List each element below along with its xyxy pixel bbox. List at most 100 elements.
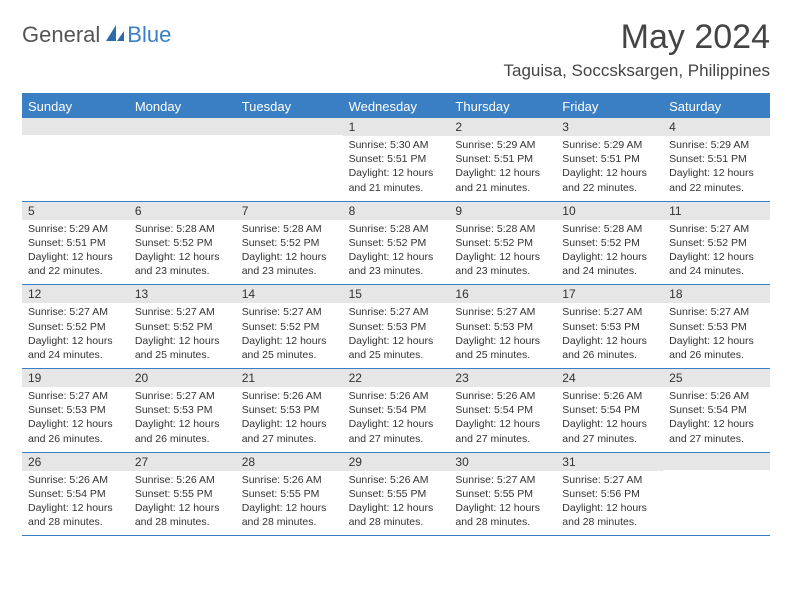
cell-line: Sunset: 5:52 PM [669, 236, 764, 250]
cell-line: and 22 minutes. [562, 181, 657, 195]
cell-line: Sunrise: 5:29 AM [669, 138, 764, 152]
date-number: 24 [556, 369, 663, 387]
date-number: 15 [343, 285, 450, 303]
date-number: 13 [129, 285, 236, 303]
cell-line: Sunset: 5:54 PM [562, 403, 657, 417]
cell-line: Daylight: 12 hours [562, 250, 657, 264]
cell-line: and 28 minutes. [455, 515, 550, 529]
cell-body [663, 470, 770, 528]
day-header-row: Sunday Monday Tuesday Wednesday Thursday… [22, 95, 770, 118]
cell-body: Sunrise: 5:26 AMSunset: 5:54 PMDaylight:… [22, 471, 129, 536]
logo: General Blue [22, 22, 171, 48]
calendar-cell: 17Sunrise: 5:27 AMSunset: 5:53 PMDayligh… [556, 285, 663, 368]
cell-line: Sunset: 5:55 PM [455, 487, 550, 501]
cell-body: Sunrise: 5:27 AMSunset: 5:52 PMDaylight:… [663, 220, 770, 285]
cell-line: Sunrise: 5:29 AM [562, 138, 657, 152]
cell-line: Daylight: 12 hours [242, 334, 337, 348]
cell-body: Sunrise: 5:27 AMSunset: 5:53 PMDaylight:… [449, 303, 556, 368]
calendar-cell: 16Sunrise: 5:27 AMSunset: 5:53 PMDayligh… [449, 285, 556, 368]
cell-line: and 25 minutes. [135, 348, 230, 362]
cell-line: Sunset: 5:52 PM [28, 320, 123, 334]
calendar-week: 26Sunrise: 5:26 AMSunset: 5:54 PMDayligh… [22, 453, 770, 537]
cell-line: Daylight: 12 hours [669, 334, 764, 348]
cell-line: Sunrise: 5:29 AM [455, 138, 550, 152]
cell-line: Sunset: 5:54 PM [28, 487, 123, 501]
calendar-cell: 29Sunrise: 5:26 AMSunset: 5:55 PMDayligh… [343, 453, 450, 536]
cell-line: Daylight: 12 hours [28, 501, 123, 515]
cell-line: Daylight: 12 hours [242, 250, 337, 264]
cell-line: Sunset: 5:52 PM [242, 236, 337, 250]
cell-line: Daylight: 12 hours [669, 166, 764, 180]
cell-line: Daylight: 12 hours [562, 166, 657, 180]
cell-line: and 28 minutes. [562, 515, 657, 529]
date-number: 26 [22, 453, 129, 471]
calendar-cell: 6Sunrise: 5:28 AMSunset: 5:52 PMDaylight… [129, 202, 236, 285]
date-number: 30 [449, 453, 556, 471]
cell-line: and 28 minutes. [135, 515, 230, 529]
calendar-cell [236, 118, 343, 201]
calendar-week: 19Sunrise: 5:27 AMSunset: 5:53 PMDayligh… [22, 369, 770, 453]
cell-line: Daylight: 12 hours [28, 250, 123, 264]
cell-line: and 22 minutes. [28, 264, 123, 278]
cell-line: Sunset: 5:51 PM [349, 152, 444, 166]
location-text: Taguisa, Soccsksargen, Philippines [504, 61, 770, 81]
calendar-cell: 8Sunrise: 5:28 AMSunset: 5:52 PMDaylight… [343, 202, 450, 285]
calendar-cell: 30Sunrise: 5:27 AMSunset: 5:55 PMDayligh… [449, 453, 556, 536]
cell-line: Sunrise: 5:27 AM [669, 222, 764, 236]
cell-body [236, 135, 343, 193]
cell-line: Sunset: 5:54 PM [455, 403, 550, 417]
cell-body: Sunrise: 5:26 AMSunset: 5:53 PMDaylight:… [236, 387, 343, 452]
cell-body: Sunrise: 5:26 AMSunset: 5:54 PMDaylight:… [343, 387, 450, 452]
calendar-cell: 10Sunrise: 5:28 AMSunset: 5:52 PMDayligh… [556, 202, 663, 285]
calendar-week: 12Sunrise: 5:27 AMSunset: 5:52 PMDayligh… [22, 285, 770, 369]
cell-line: Daylight: 12 hours [562, 417, 657, 431]
cell-body: Sunrise: 5:27 AMSunset: 5:52 PMDaylight:… [236, 303, 343, 368]
calendar-cell: 21Sunrise: 5:26 AMSunset: 5:53 PMDayligh… [236, 369, 343, 452]
cell-body: Sunrise: 5:27 AMSunset: 5:53 PMDaylight:… [22, 387, 129, 452]
cell-line: Sunset: 5:55 PM [242, 487, 337, 501]
cell-line: Daylight: 12 hours [669, 417, 764, 431]
cell-body: Sunrise: 5:30 AMSunset: 5:51 PMDaylight:… [343, 136, 450, 201]
day-header-friday: Friday [556, 95, 663, 118]
day-header-sunday: Sunday [22, 95, 129, 118]
cell-body: Sunrise: 5:28 AMSunset: 5:52 PMDaylight:… [236, 220, 343, 285]
cell-body: Sunrise: 5:28 AMSunset: 5:52 PMDaylight:… [556, 220, 663, 285]
calendar-cell: 26Sunrise: 5:26 AMSunset: 5:54 PMDayligh… [22, 453, 129, 536]
cell-line: Sunset: 5:51 PM [455, 152, 550, 166]
cell-body: Sunrise: 5:26 AMSunset: 5:54 PMDaylight:… [556, 387, 663, 452]
month-title: May 2024 [504, 18, 770, 57]
cell-line: and 28 minutes. [28, 515, 123, 529]
cell-line: Sunrise: 5:30 AM [349, 138, 444, 152]
cell-body: Sunrise: 5:28 AMSunset: 5:52 PMDaylight:… [343, 220, 450, 285]
calendar-cell: 22Sunrise: 5:26 AMSunset: 5:54 PMDayligh… [343, 369, 450, 452]
cell-line: and 25 minutes. [242, 348, 337, 362]
header-row: General Blue May 2024 Taguisa, Soccsksar… [22, 18, 770, 81]
date-number: 9 [449, 202, 556, 220]
cell-line: and 23 minutes. [349, 264, 444, 278]
date-number: 7 [236, 202, 343, 220]
cell-line: Sunrise: 5:27 AM [455, 305, 550, 319]
cell-line: Sunset: 5:55 PM [135, 487, 230, 501]
cell-line: Sunset: 5:52 PM [135, 236, 230, 250]
cell-line: Sunrise: 5:26 AM [455, 389, 550, 403]
cell-body: Sunrise: 5:27 AMSunset: 5:52 PMDaylight:… [22, 303, 129, 368]
calendar-cell: 2Sunrise: 5:29 AMSunset: 5:51 PMDaylight… [449, 118, 556, 201]
cell-line: Sunrise: 5:26 AM [135, 473, 230, 487]
cell-body: Sunrise: 5:27 AMSunset: 5:56 PMDaylight:… [556, 471, 663, 536]
cell-line: Daylight: 12 hours [455, 417, 550, 431]
cell-body: Sunrise: 5:29 AMSunset: 5:51 PMDaylight:… [449, 136, 556, 201]
date-number: 14 [236, 285, 343, 303]
cell-line: and 26 minutes. [562, 348, 657, 362]
cell-line: and 27 minutes. [242, 432, 337, 446]
cell-body: Sunrise: 5:29 AMSunset: 5:51 PMDaylight:… [22, 220, 129, 285]
cell-line: and 25 minutes. [349, 348, 444, 362]
calendar-cell: 14Sunrise: 5:27 AMSunset: 5:52 PMDayligh… [236, 285, 343, 368]
cell-line: Sunset: 5:52 PM [349, 236, 444, 250]
cell-line: Daylight: 12 hours [135, 417, 230, 431]
calendar-cell: 20Sunrise: 5:27 AMSunset: 5:53 PMDayligh… [129, 369, 236, 452]
cell-line: and 21 minutes. [455, 181, 550, 195]
calendar: Sunday Monday Tuesday Wednesday Thursday… [22, 93, 770, 536]
cell-line: Sunset: 5:55 PM [349, 487, 444, 501]
cell-line: Sunset: 5:56 PM [562, 487, 657, 501]
cell-line: and 27 minutes. [455, 432, 550, 446]
